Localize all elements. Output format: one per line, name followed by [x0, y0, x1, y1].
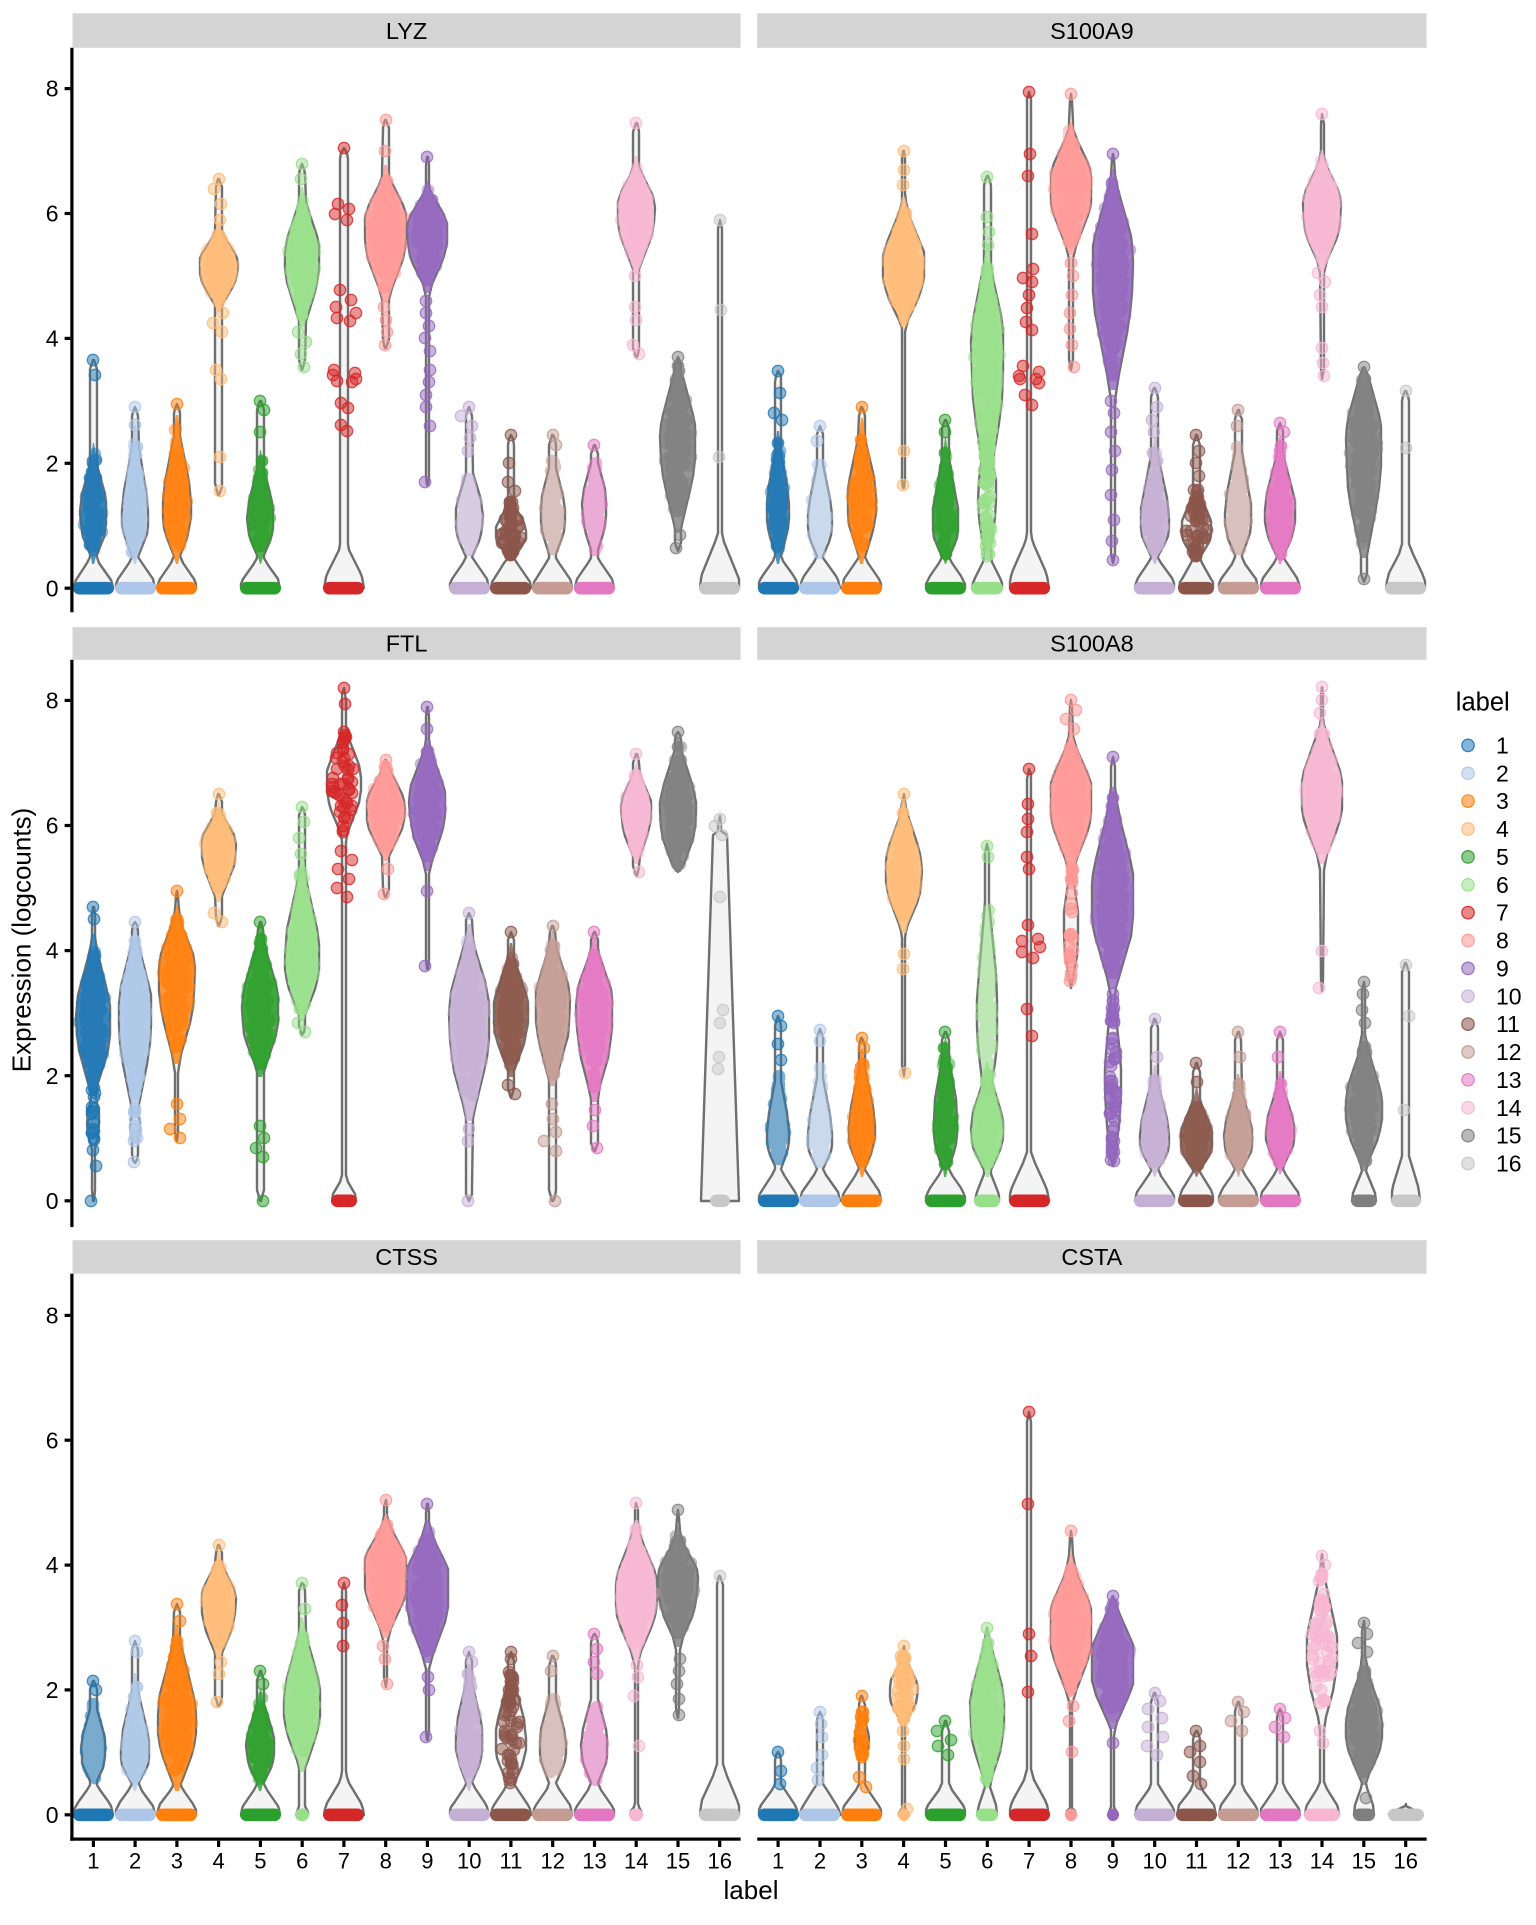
svg-text:label: label [1456, 689, 1510, 717]
svg-text:15: 15 [1352, 1849, 1376, 1874]
svg-text:12: 12 [540, 1849, 564, 1874]
svg-text:6: 6 [46, 813, 59, 839]
svg-text:9: 9 [1107, 1849, 1119, 1874]
svg-text:12: 12 [1496, 1039, 1522, 1065]
svg-text:1: 1 [1496, 733, 1509, 759]
svg-text:2: 2 [814, 1849, 826, 1874]
svg-text:6: 6 [46, 1427, 59, 1453]
svg-text:1: 1 [87, 1849, 99, 1874]
svg-text:6: 6 [296, 1849, 308, 1874]
svg-text:16: 16 [1496, 1151, 1522, 1177]
svg-text:0: 0 [46, 1188, 59, 1214]
svg-text:15: 15 [1496, 1123, 1522, 1149]
svg-text:14: 14 [1310, 1849, 1334, 1874]
svg-text:0: 0 [46, 575, 59, 601]
svg-text:10: 10 [1496, 983, 1522, 1009]
svg-text:3: 3 [1496, 788, 1509, 814]
svg-text:2: 2 [1496, 760, 1509, 786]
svg-text:16: 16 [1393, 1849, 1417, 1874]
svg-text:3: 3 [171, 1849, 183, 1874]
svg-text:11: 11 [499, 1849, 522, 1874]
svg-text:2: 2 [129, 1849, 141, 1874]
svg-text:8: 8 [380, 1849, 392, 1874]
svg-text:3: 3 [856, 1849, 868, 1874]
svg-text:12: 12 [1226, 1849, 1250, 1874]
svg-text:S100A8: S100A8 [1050, 631, 1134, 657]
svg-text:10: 10 [1142, 1849, 1166, 1874]
svg-text:8: 8 [46, 1303, 59, 1329]
svg-text:6: 6 [46, 201, 59, 227]
svg-text:0: 0 [46, 1802, 59, 1828]
svg-text:4: 4 [46, 326, 59, 352]
svg-text:4: 4 [46, 1552, 59, 1578]
svg-text:9: 9 [1496, 956, 1509, 982]
svg-text:5: 5 [939, 1849, 951, 1874]
svg-text:11: 11 [1185, 1849, 1208, 1874]
svg-text:6: 6 [1496, 872, 1509, 898]
svg-text:8: 8 [1065, 1849, 1077, 1874]
svg-text:10: 10 [457, 1849, 481, 1874]
svg-text:7: 7 [1496, 900, 1509, 926]
svg-text:9: 9 [421, 1849, 433, 1874]
svg-text:S100A9: S100A9 [1050, 18, 1134, 44]
svg-text:label: label [724, 1875, 779, 1905]
svg-text:13: 13 [1268, 1849, 1292, 1874]
svg-text:7: 7 [338, 1849, 350, 1874]
svg-text:4: 4 [1496, 816, 1509, 842]
svg-text:8: 8 [46, 76, 59, 102]
svg-text:15: 15 [666, 1849, 690, 1874]
svg-text:5: 5 [254, 1849, 266, 1874]
svg-text:14: 14 [624, 1849, 648, 1874]
svg-text:13: 13 [1496, 1067, 1522, 1093]
svg-text:8: 8 [46, 688, 59, 714]
svg-text:2: 2 [46, 1677, 59, 1703]
svg-text:8: 8 [1496, 928, 1509, 954]
svg-text:4: 4 [897, 1849, 909, 1874]
svg-text:CSTA: CSTA [1061, 1244, 1122, 1270]
svg-text:5: 5 [1496, 844, 1509, 870]
svg-text:LYZ: LYZ [386, 18, 427, 44]
svg-text:FTL: FTL [386, 631, 428, 657]
svg-text:13: 13 [582, 1849, 606, 1874]
svg-text:4: 4 [212, 1849, 224, 1874]
svg-text:14: 14 [1496, 1095, 1522, 1121]
svg-text:7: 7 [1023, 1849, 1035, 1874]
svg-text:16: 16 [707, 1849, 731, 1874]
svg-text:2: 2 [46, 1063, 59, 1089]
svg-text:2: 2 [46, 450, 59, 476]
svg-text:1: 1 [772, 1849, 784, 1874]
svg-text:4: 4 [46, 938, 59, 964]
svg-text:CTSS: CTSS [375, 1244, 438, 1270]
svg-text:Expression (logcounts): Expression (logcounts) [7, 808, 37, 1072]
svg-text:6: 6 [981, 1849, 993, 1874]
svg-text:11: 11 [1496, 1011, 1520, 1037]
